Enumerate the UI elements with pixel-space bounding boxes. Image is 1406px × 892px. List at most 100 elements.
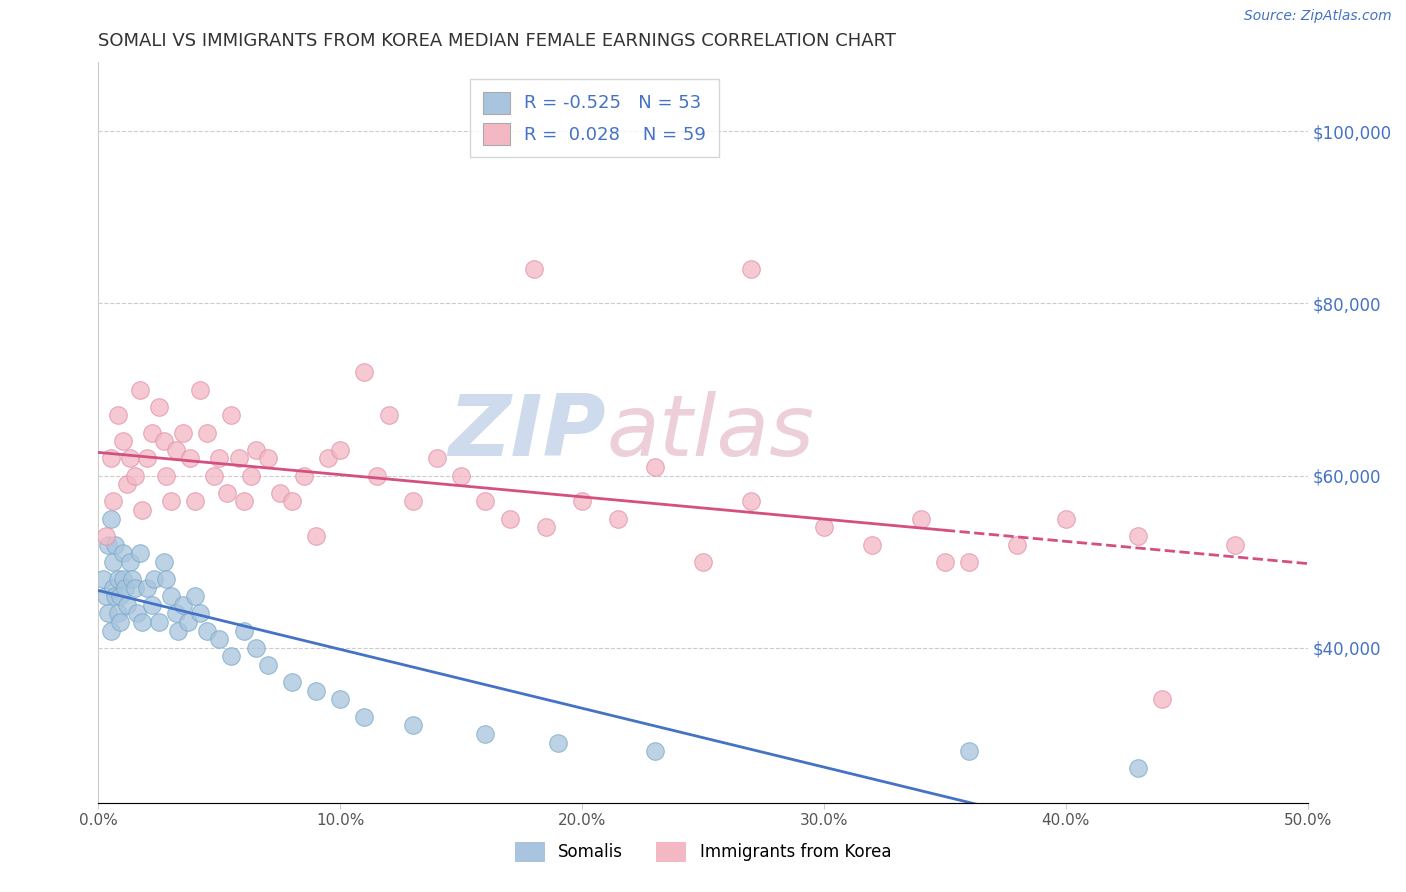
Point	[1128, 529, 1150, 543]
Text: SOMALI VS IMMIGRANTS FROM KOREA MEDIAN FEMALE EARNINGS CORRELATION CHART: SOMALI VS IMMIGRANTS FROM KOREA MEDIAN F…	[98, 32, 897, 50]
Point	[124, 468, 146, 483]
Point	[498, 512, 520, 526]
Point	[148, 615, 170, 629]
Point	[910, 512, 932, 526]
Point	[329, 692, 352, 706]
Point	[94, 589, 117, 603]
Point	[474, 494, 496, 508]
Point	[195, 425, 218, 440]
Point	[128, 546, 150, 560]
Point	[155, 468, 177, 483]
Point	[172, 425, 194, 440]
Point	[1128, 761, 1150, 775]
Point	[167, 624, 190, 638]
Point	[644, 744, 666, 758]
Point	[100, 451, 122, 466]
Point	[1054, 512, 1077, 526]
Point	[245, 640, 267, 655]
Point	[118, 555, 141, 569]
Point	[534, 520, 557, 534]
Point	[934, 555, 956, 569]
Point	[957, 744, 980, 758]
Point	[152, 555, 174, 569]
Point	[269, 486, 291, 500]
Point	[148, 400, 170, 414]
Point	[740, 494, 762, 508]
Point	[91, 572, 114, 586]
Point	[221, 649, 243, 664]
Point	[547, 735, 569, 749]
Point	[450, 468, 472, 483]
Point	[172, 598, 194, 612]
Text: ZIP: ZIP	[449, 391, 606, 475]
Point	[111, 572, 134, 586]
Point	[127, 607, 149, 621]
Point	[281, 675, 304, 690]
Point	[107, 607, 129, 621]
Point	[1007, 537, 1029, 551]
Point	[195, 624, 218, 638]
Point	[1223, 537, 1246, 551]
Point	[188, 383, 211, 397]
Point	[377, 409, 399, 423]
Point	[135, 451, 157, 466]
Point	[117, 598, 139, 612]
Point	[256, 451, 278, 466]
Point	[353, 709, 375, 723]
Point	[117, 477, 139, 491]
Point	[177, 615, 200, 629]
Point	[165, 442, 187, 457]
Point	[523, 262, 546, 277]
Point	[94, 529, 117, 543]
Point	[813, 520, 835, 534]
Point	[474, 727, 496, 741]
Point	[143, 572, 166, 586]
Point	[155, 572, 177, 586]
Point	[152, 434, 174, 449]
Point	[114, 581, 136, 595]
Point	[957, 555, 980, 569]
Point	[208, 451, 231, 466]
Point	[131, 615, 153, 629]
Point	[160, 494, 183, 508]
Point	[97, 537, 120, 551]
Point	[1152, 692, 1174, 706]
Point	[111, 546, 134, 560]
Point	[402, 718, 425, 732]
Point	[402, 494, 425, 508]
Point	[305, 529, 328, 543]
Point	[108, 615, 131, 629]
Point	[692, 555, 714, 569]
Point	[165, 607, 187, 621]
Point	[292, 468, 315, 483]
Point	[281, 494, 304, 508]
Point	[100, 624, 122, 638]
Point	[571, 494, 593, 508]
Point	[607, 512, 630, 526]
Point	[426, 451, 449, 466]
Point	[124, 581, 146, 595]
Point	[101, 494, 124, 508]
Point	[118, 451, 141, 466]
Point	[184, 589, 207, 603]
Text: Source: ZipAtlas.com: Source: ZipAtlas.com	[1244, 9, 1392, 23]
Point	[128, 383, 150, 397]
Point	[107, 572, 129, 586]
Point	[353, 365, 375, 379]
Point	[104, 589, 127, 603]
Point	[111, 434, 134, 449]
Point	[256, 658, 278, 673]
Point	[141, 598, 163, 612]
Point	[305, 684, 328, 698]
Point	[316, 451, 339, 466]
Point	[108, 589, 131, 603]
Point	[208, 632, 231, 647]
Point	[135, 581, 157, 595]
Point	[131, 503, 153, 517]
Point	[188, 607, 211, 621]
Point	[232, 624, 254, 638]
Point	[204, 468, 226, 483]
Point	[860, 537, 883, 551]
Point	[101, 581, 124, 595]
Point	[239, 468, 262, 483]
